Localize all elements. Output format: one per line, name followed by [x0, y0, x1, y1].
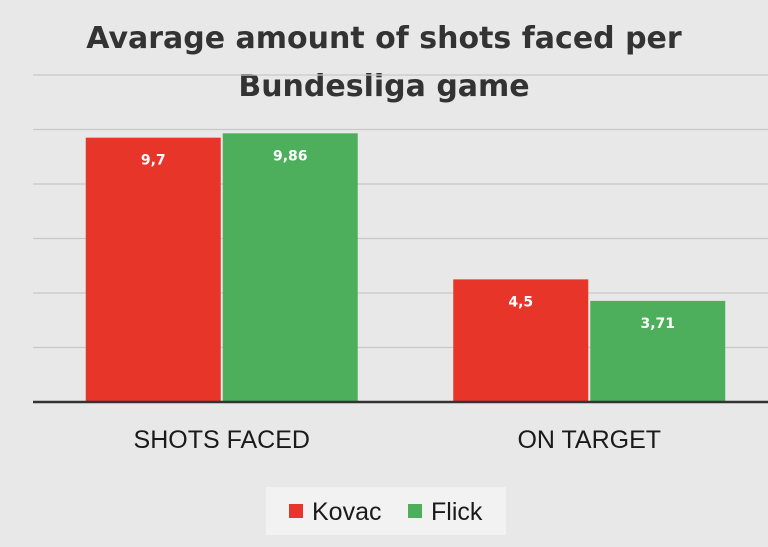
legend-swatch-flick	[408, 504, 422, 518]
data-label: 4,5	[508, 294, 533, 310]
bar-flick-1	[222, 133, 358, 402]
bars	[85, 133, 726, 403]
x-tick-label: ON TARGET	[517, 426, 661, 454]
category-labels: SHOTS FACED ON TARGET	[134, 426, 661, 454]
legend-swatch-kovac	[289, 504, 303, 518]
chart-title-line-1: Avarage amount of shots faced per	[86, 21, 682, 56]
bar-flick-2	[590, 300, 726, 402]
legend-label-kovac: Kovac	[312, 498, 381, 526]
legend-label-flick: Flick	[431, 498, 483, 526]
data-label: 3,71	[640, 316, 675, 332]
chart-title: Avarage amount of shots faced per Bundes…	[86, 21, 682, 104]
data-label: 9,7	[141, 153, 166, 169]
bar-kovac-1	[85, 137, 221, 403]
legend-box	[266, 487, 506, 535]
bar-kovac-2	[453, 279, 589, 402]
legend: Kovac Flick	[266, 487, 506, 535]
data-labels: 9,7 9,86 4,5 3,71	[141, 148, 675, 332]
chart-title-line-2: Bundesliga game	[238, 69, 529, 104]
x-tick-label: SHOTS FACED	[134, 426, 310, 454]
data-label: 9,86	[273, 148, 308, 164]
